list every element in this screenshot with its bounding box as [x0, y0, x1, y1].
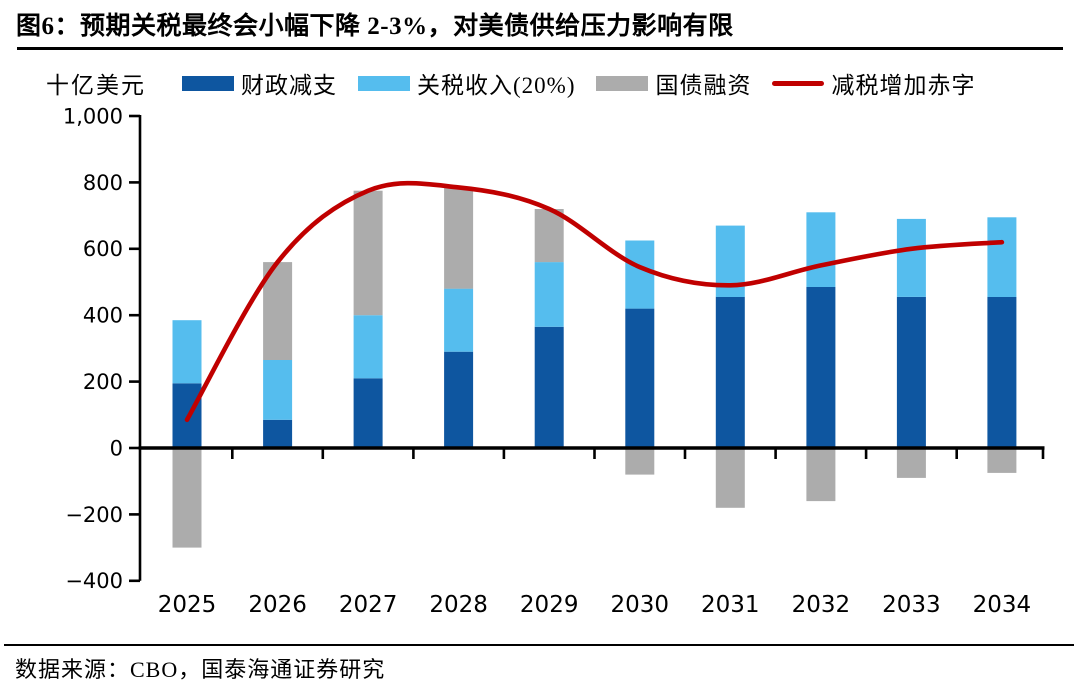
footer-divider [4, 644, 1074, 646]
legend-color-swatch [596, 75, 649, 91]
figure-title: 图6：预期关税最终会小幅下降 2-3%，对美债供给压力影响有限 [16, 13, 734, 40]
bar-segment-series2-2028 [444, 288, 474, 352]
bar-segment-series2-2030 [625, 240, 655, 309]
legend-color-swatch [358, 75, 410, 91]
bar-segment-series1-2034 [987, 296, 1017, 448]
bar-segment-series2-2032 [806, 212, 836, 287]
legend-item-2: 关税收入(20%) [358, 66, 575, 100]
bar-segment-series3-2033 [896, 448, 926, 478]
bar-segment-series2-2029 [534, 262, 564, 327]
x-axis-category-label: 2032 [792, 592, 851, 618]
x-axis-category-label: 2030 [611, 592, 670, 618]
bar-segment-series3-2028 [444, 187, 474, 289]
bar-segment-series1-2030 [625, 308, 655, 448]
bar-segment-series1-2027 [353, 378, 383, 448]
legend-color-swatch [182, 75, 234, 91]
y-axis-unit-label: 十亿美元 [46, 73, 146, 98]
legend-row: 十亿美元 财政减支 关税收入(20%) 国债融资 减税增加赤字 [0, 66, 1080, 100]
data-source-note: 数据来源：CBO，国泰海通证券研究 [15, 657, 386, 682]
legend-item-3: 国债融资 [596, 66, 751, 100]
bar-segment-series3-2027 [353, 190, 383, 316]
x-axis-category-label: 2028 [429, 592, 488, 618]
bar-segment-series1-2028 [444, 351, 474, 448]
bar-segment-series1-2031 [715, 296, 745, 448]
x-axis-category-label: 2026 [248, 592, 307, 618]
y-axis-tick-label: 400 [83, 304, 123, 328]
bar-segment-series2-2026 [263, 360, 293, 420]
legend-label: 关税收入(20%) [417, 73, 576, 98]
x-axis-category-label: 2027 [339, 592, 398, 618]
y-axis-tick-label: 1,000 [63, 104, 123, 128]
x-axis-category-label: 2029 [520, 592, 579, 618]
legend: 财政减支 关税收入(20%) 国债融资 减税增加赤字 [182, 66, 975, 100]
legend-item-1: 财政减支 [182, 66, 337, 100]
bar-segment-series3-2031 [715, 448, 745, 508]
bar-segment-series1-2033 [896, 296, 926, 448]
bar-segment-series1-2029 [534, 326, 564, 448]
bar-segment-series2-2033 [896, 218, 926, 297]
y-axis-tick-label: −400 [65, 569, 123, 593]
bar-segment-series3-2025 [172, 448, 202, 548]
bar-segment-series2-2025 [172, 320, 202, 384]
y-axis-tick-label: 600 [83, 237, 123, 261]
y-axis-tick-label: 800 [83, 171, 123, 195]
legend-label: 财政减支 [241, 73, 337, 98]
bar-segment-series3-2029 [534, 209, 564, 263]
bar-segment-series1-2026 [263, 419, 293, 448]
x-axis-category-label: 2034 [973, 592, 1032, 618]
legend-label: 国债融资 [655, 73, 752, 98]
title-divider [17, 47, 1063, 50]
legend-line-swatch [772, 80, 825, 86]
y-axis-tick-label: −200 [65, 503, 123, 527]
legend-item-4: 减税增加赤字 [772, 66, 975, 100]
legend-label: 减税增加赤字 [831, 73, 976, 98]
x-axis-category-label: 2025 [158, 592, 217, 618]
x-axis-category-label: 2033 [882, 592, 941, 618]
bar-segment-series3-2030 [625, 448, 655, 475]
y-axis-tick-label: 0 [110, 436, 123, 460]
bar-segment-series3-2032 [806, 448, 836, 502]
y-axis-tick-label: 200 [83, 370, 123, 394]
x-axis-category-label: 2031 [701, 592, 760, 618]
bar-segment-series2-2034 [987, 217, 1017, 297]
deficit-line [184, 180, 1005, 423]
bar-segment-series1-2032 [806, 287, 836, 448]
bar-segment-series3-2034 [987, 448, 1017, 473]
bar-segment-series2-2027 [353, 315, 383, 379]
